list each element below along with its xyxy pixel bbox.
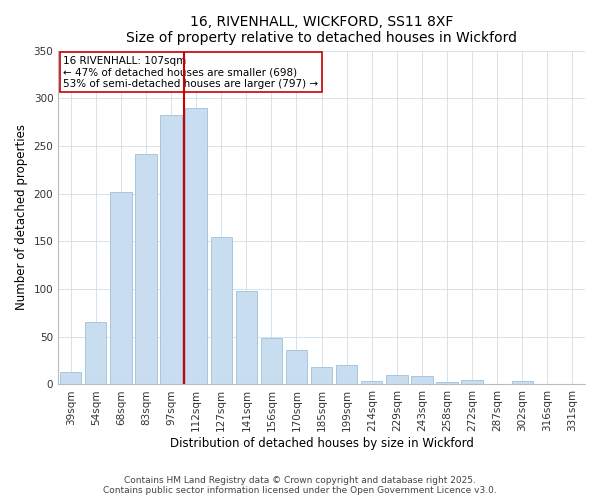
Title: 16, RIVENHALL, WICKFORD, SS11 8XF
Size of property relative to detached houses i: 16, RIVENHALL, WICKFORD, SS11 8XF Size o… <box>126 15 517 45</box>
Bar <box>236 291 257 384</box>
Bar <box>85 322 106 384</box>
Bar <box>110 192 131 384</box>
Bar <box>211 236 232 384</box>
Bar <box>185 108 207 384</box>
Text: 16 RIVENHALL: 107sqm
← 47% of detached houses are smaller (698)
53% of semi-deta: 16 RIVENHALL: 107sqm ← 47% of detached h… <box>64 56 319 88</box>
Y-axis label: Number of detached properties: Number of detached properties <box>15 124 28 310</box>
Bar <box>411 376 433 384</box>
Bar <box>286 350 307 384</box>
X-axis label: Distribution of detached houses by size in Wickford: Distribution of detached houses by size … <box>170 437 473 450</box>
Bar <box>361 380 382 384</box>
Bar <box>436 382 458 384</box>
Bar <box>261 338 282 384</box>
Bar <box>386 375 407 384</box>
Bar <box>311 368 332 384</box>
Text: Contains HM Land Registry data © Crown copyright and database right 2025.
Contai: Contains HM Land Registry data © Crown c… <box>103 476 497 495</box>
Bar <box>160 116 182 384</box>
Bar <box>461 380 483 384</box>
Bar <box>136 154 157 384</box>
Bar <box>60 372 82 384</box>
Bar <box>512 380 533 384</box>
Bar <box>336 366 358 384</box>
